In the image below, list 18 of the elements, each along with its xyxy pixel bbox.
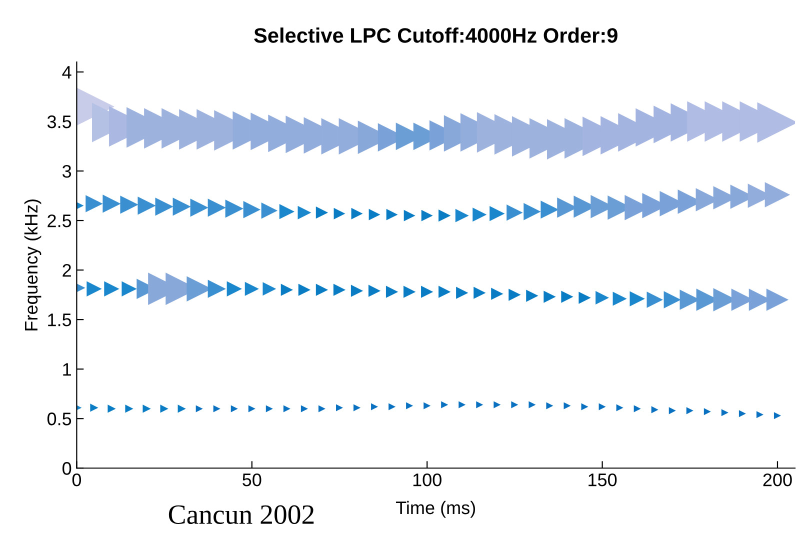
y-tick-label: 1 bbox=[63, 363, 71, 376]
x-tick-label: 0 bbox=[72, 473, 82, 486]
y-tick-label: 1.5 bbox=[48, 314, 72, 326]
x-tick-label: 100 bbox=[413, 473, 442, 486]
x-tick-label: 200 bbox=[763, 473, 792, 486]
y-tick-label: 2.5 bbox=[48, 214, 72, 228]
chart-title: Selective LPC Cutoff:4000Hz Order:9 bbox=[254, 28, 618, 43]
y-tick-label: 3.5 bbox=[47, 115, 72, 128]
x-axis-title: Time (ms) bbox=[396, 500, 476, 518]
x-tick-label: 50 bbox=[242, 473, 262, 486]
y-tick-label: 2 bbox=[62, 264, 71, 277]
x-tick-label: 150 bbox=[588, 473, 617, 486]
y-tick-label: 0 bbox=[62, 462, 72, 475]
text: Cancun 2002 bbox=[168, 505, 314, 524]
y-axis-title: Frequency (kHz) bbox=[24, 199, 42, 330]
y-tick-label: 4 bbox=[62, 66, 72, 79]
y-tick-label: 0.5 bbox=[47, 412, 72, 426]
y-tick-label: 3 bbox=[62, 164, 72, 178]
